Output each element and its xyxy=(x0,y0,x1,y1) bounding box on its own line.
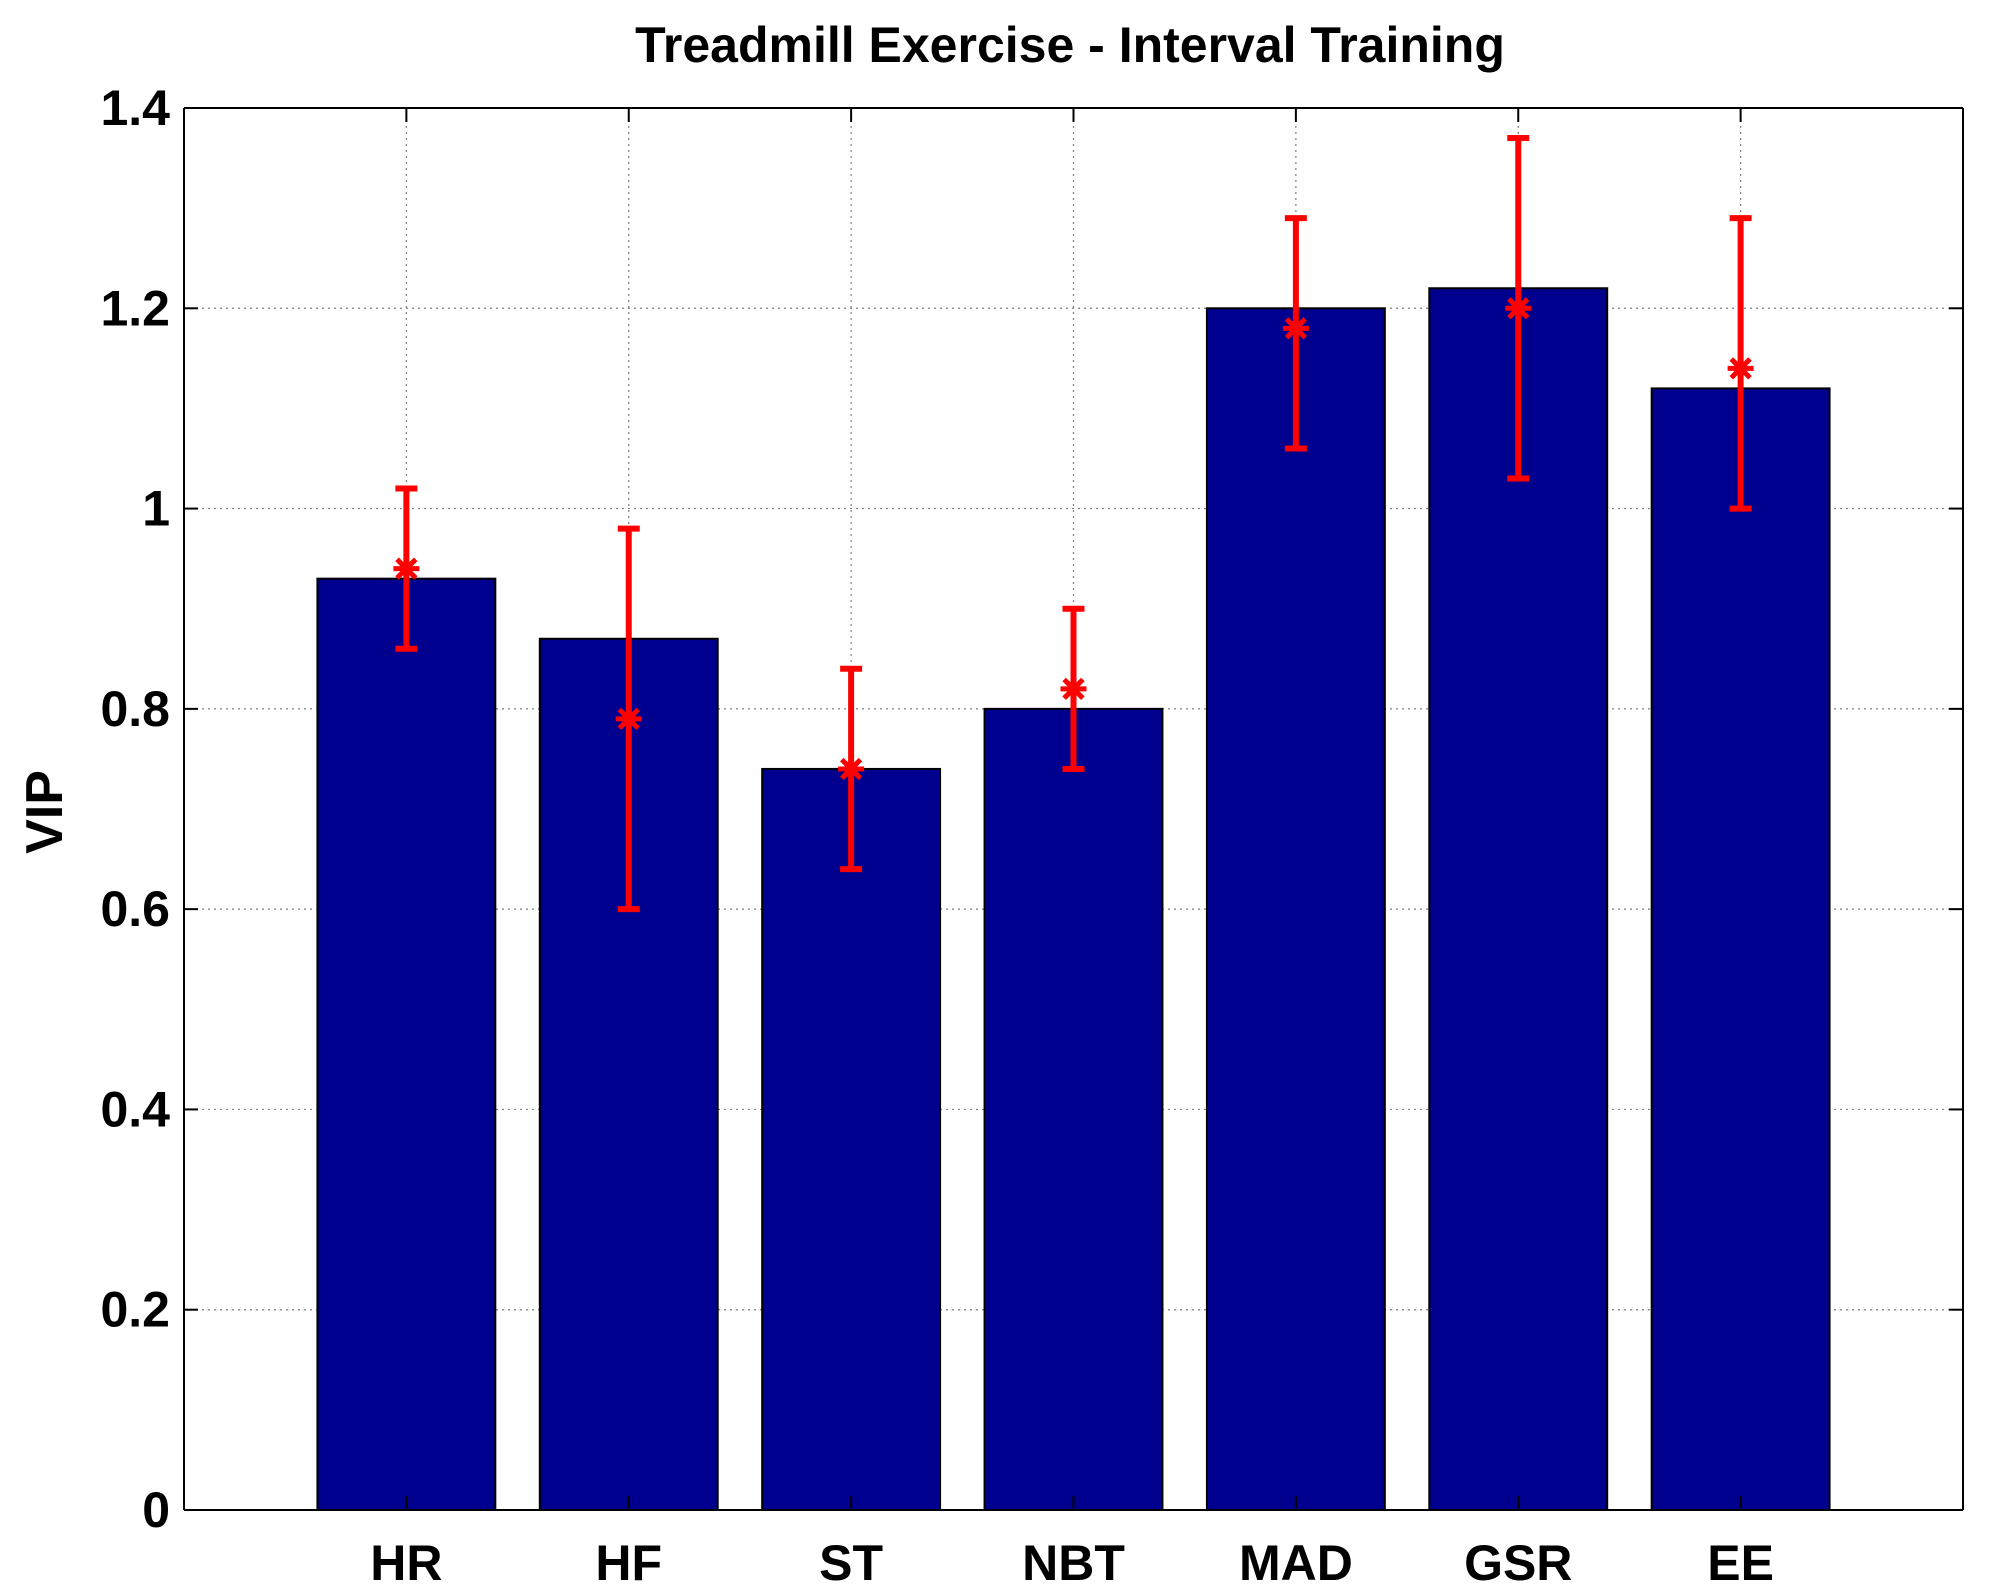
y-tick-label: 1.2 xyxy=(100,280,170,336)
y-tick-label: 0.2 xyxy=(100,1282,170,1338)
mean-marker-stroke xyxy=(395,557,418,580)
mean-marker xyxy=(615,705,642,732)
mean-marker xyxy=(1505,295,1532,322)
error-bar-ee xyxy=(1727,215,1754,512)
mean-marker xyxy=(1282,315,1309,342)
error-bar-st xyxy=(838,665,865,873)
y-tick-label: 0 xyxy=(142,1482,170,1538)
y-tick-label: 0.8 xyxy=(100,681,170,737)
mean-marker-stroke xyxy=(839,757,863,781)
tick-layer: 0 0.2 0.4 0.6 0.8 1 1.2 1.4 HR HF ST NBT MAD GSR EE xyxy=(100,80,1963,1591)
mean-marker xyxy=(838,755,865,782)
mean-marker-stroke xyxy=(617,707,640,730)
y-axis-label: VIP xyxy=(16,770,74,854)
chart-title: Treadmill Exercise - Interval Training xyxy=(635,17,1505,73)
bar-nbt xyxy=(983,707,1164,1511)
y-tick-label: 0.4 xyxy=(100,1081,170,1137)
error-bar-hr xyxy=(393,485,420,652)
x-tick-label-nbt: NBT xyxy=(1022,1535,1125,1591)
x-tick-label-st: ST xyxy=(819,1535,883,1591)
mean-marker-stroke xyxy=(1284,317,1308,340)
bar-st xyxy=(761,767,942,1511)
error-bar-mad xyxy=(1282,215,1309,452)
y-tick-label: 1.4 xyxy=(100,80,170,136)
mean-marker xyxy=(1727,355,1754,382)
mean-marker-stroke xyxy=(1507,297,1530,320)
mean-marker-stroke xyxy=(1062,677,1085,700)
y-tick-label: 1 xyxy=(142,481,170,537)
x-tick-label-mad: MAD xyxy=(1239,1535,1353,1591)
x-tick-label-hr: HR xyxy=(370,1535,442,1591)
x-tick-label-ee: EE xyxy=(1707,1535,1774,1591)
bar-hr xyxy=(316,577,497,1511)
x-tick-label-gsr: GSR xyxy=(1464,1535,1572,1591)
error-layer xyxy=(393,135,1754,913)
bar-gsr xyxy=(1428,287,1609,1511)
bar-ee xyxy=(1650,387,1831,1511)
x-tick-label-hf: HF xyxy=(595,1535,662,1591)
error-bar-gsr xyxy=(1505,135,1532,482)
mean-marker xyxy=(1060,675,1087,702)
error-bar-nbt xyxy=(1060,605,1087,772)
bar-mad xyxy=(1205,307,1386,1511)
mean-marker-stroke xyxy=(1729,357,1752,380)
y-tick-label: 0.6 xyxy=(100,881,170,937)
mean-marker xyxy=(393,555,420,582)
bar-layer xyxy=(316,287,1831,1511)
error-bar-hf xyxy=(615,525,642,913)
